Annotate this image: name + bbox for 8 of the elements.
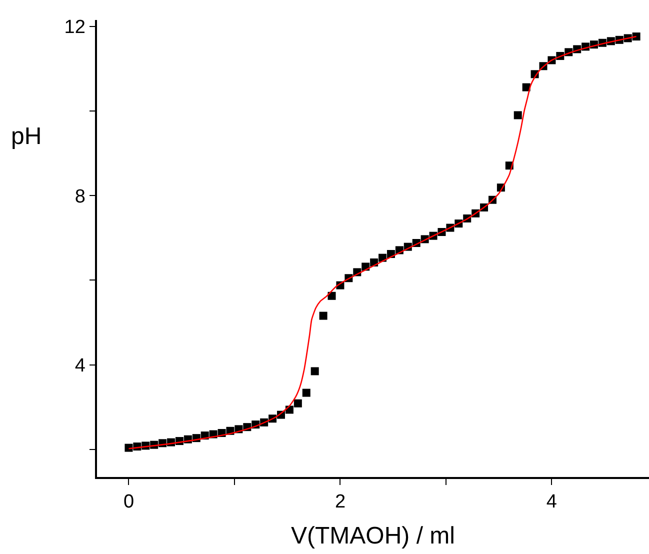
x-tick-label: 4 — [546, 492, 558, 513]
y-tick-label: 12 — [64, 17, 86, 38]
y-tick-label: 8 — [74, 186, 86, 208]
x-tick-label: 0 — [123, 492, 134, 513]
y-axis-title: pH — [11, 123, 42, 150]
x-axis-title: V(TMAOH) / ml — [291, 522, 455, 550]
y-tick-label: 4 — [74, 356, 86, 377]
x-tick-label: 2 — [334, 492, 346, 513]
